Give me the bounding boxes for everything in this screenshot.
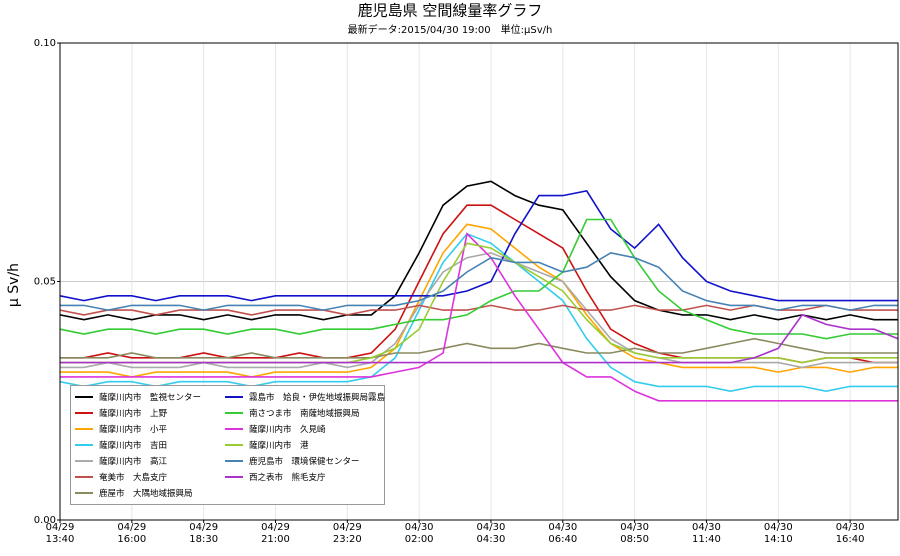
chart-subtitle: 最新データ:2015/04/30 19:00 単位:μSv/h (348, 23, 553, 36)
x-tick-label: 04/30 16:40 (835, 522, 865, 545)
legend-swatch (225, 476, 243, 478)
legend-label: 薩摩川内市 久見崎 (249, 425, 326, 435)
series-line (59, 232, 898, 393)
legend-label: 薩摩川内市 小平 (99, 425, 168, 435)
legend-swatch (225, 428, 243, 430)
legend-item: 薩摩川内市 久見崎 (225, 421, 385, 437)
series-line (60, 242, 898, 364)
legend-label: 霧島市 姶良・伊佐地域振興局霧島庁舎 (249, 393, 385, 403)
legend-swatch (75, 444, 93, 446)
legend-label: 西之表市 熊毛支庁 (249, 473, 326, 483)
legend-swatch (75, 460, 93, 462)
legend-item: 霧島市 姶良・伊佐地域振興局霧島庁舎 (225, 389, 385, 405)
legend-item: 薩摩川内市 港 (225, 437, 385, 453)
legend-label: 鹿屋市 大隅地域振興局 (99, 489, 193, 499)
legend-label: 薩摩川内市 吉田 (99, 441, 168, 451)
chart-title: 鹿児島県 空間線量率グラフ (358, 2, 543, 20)
x-tick-label: 04/29 23:20 (332, 522, 362, 545)
legend-swatch (225, 396, 243, 398)
legend-swatch (75, 428, 93, 430)
x-tick-label: 04/29 13:40 (45, 522, 75, 545)
x-tick-label: 04/30 08:50 (620, 522, 650, 545)
series-line (59, 218, 898, 340)
series-line (60, 252, 898, 311)
y-tick-label: 0.10 (34, 38, 56, 49)
legend-swatch (225, 412, 243, 414)
plot-frame (59, 42, 899, 521)
y-tick-label: 0.00 (34, 515, 56, 526)
series-line (60, 223, 898, 378)
legend-swatch (225, 444, 243, 446)
legend-label: 鹿児島市 環境保健センター (249, 457, 360, 467)
x-tick-label: 04/29 21:00 (261, 522, 290, 545)
series-line (60, 232, 898, 402)
x-tick-label: 04/29 16:00 (117, 522, 147, 545)
series-line (59, 180, 898, 321)
legend-item: 薩摩川内市 小平 (75, 421, 225, 437)
legend-swatch (75, 492, 93, 494)
legend-label: 薩摩川内市 港 (249, 441, 309, 451)
legend-swatch (75, 396, 93, 398)
x-tick-label: 04/30 11:40 (692, 522, 721, 545)
x-tick-label: 04/30 14:10 (763, 522, 793, 545)
legend-label: 薩摩川内市 監視センター (99, 393, 202, 403)
x-tick-label: 04/30 06:40 (548, 522, 578, 545)
legend-item: 南さつま市 南薩地域振興局 (225, 405, 385, 421)
legend-item: 薩摩川内市 監視センター (75, 389, 225, 405)
legend-item: 鹿児島市 環境保健センター (225, 453, 385, 469)
y-axis-label: μ Sv/h (6, 263, 22, 307)
series-line (60, 204, 898, 364)
series-line (60, 337, 898, 359)
legend-item: 西之表市 熊毛支庁 (225, 469, 385, 485)
legend: 薩摩川内市 監視センター 薩摩川内市 上野 薩摩川内市 小平 薩摩川内市 吉田 薩摩川内… (70, 385, 385, 505)
legend-label: 薩摩川内市 上野 (99, 409, 168, 419)
legend-item: 薩摩川内市 吉田 (75, 437, 225, 453)
legend-swatch (75, 476, 93, 478)
legend-label: 南さつま市 南薩地域振興局 (249, 409, 360, 419)
legend-item: 奄美市 大島支庁 (75, 469, 225, 485)
x-tick-label: 04/30 04:30 (476, 522, 506, 545)
legend-label: 薩摩川内市 高江 (99, 457, 168, 467)
x-tick-label: 04/29 18:30 (189, 522, 219, 545)
series-line (59, 190, 898, 302)
legend-swatch (75, 412, 93, 414)
y-tick-label: 0.05 (34, 277, 56, 288)
legend-item: 鹿屋市 大隅地域振興局 (75, 485, 225, 501)
legend-label: 奄美市 大島支庁 (99, 473, 168, 483)
legend-item: 薩摩川内市 上野 (75, 405, 225, 421)
x-tick-label: 04/30 02:00 (404, 522, 434, 545)
legend-swatch (225, 460, 243, 462)
legend-item: 薩摩川内市 高江 (75, 453, 225, 469)
series-line (60, 313, 899, 364)
